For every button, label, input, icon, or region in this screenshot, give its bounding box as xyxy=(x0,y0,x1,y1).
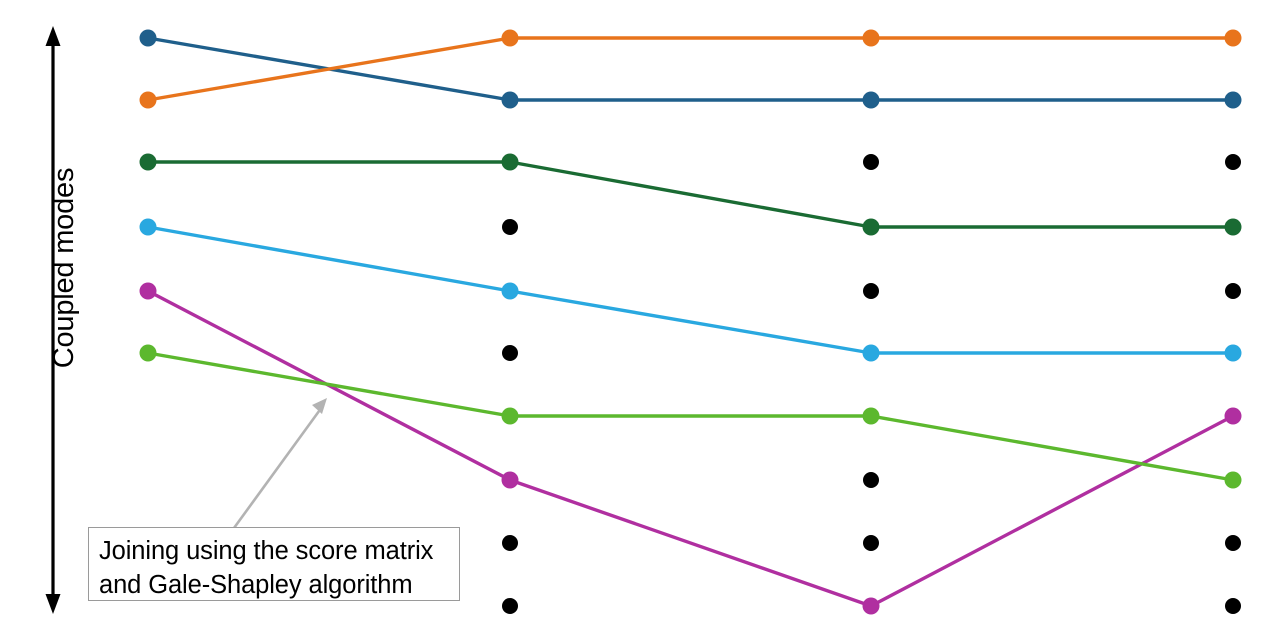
series-point-dark-blue xyxy=(501,91,519,109)
unmatched-mode-point xyxy=(1225,598,1241,614)
unmatched-mode-point xyxy=(502,535,518,551)
series-point-dark-green xyxy=(139,153,157,171)
series-line-light-blue xyxy=(146,225,1235,355)
series-point-light-green xyxy=(1224,471,1242,489)
unmatched-mode-point xyxy=(863,535,879,551)
series-point-magenta xyxy=(139,282,157,300)
series-point-light-green xyxy=(862,407,880,425)
annotation-textbox: Joining using the score matrix and Gale-… xyxy=(88,527,460,601)
unmatched-mode-point xyxy=(1225,154,1241,170)
series-point-dark-green xyxy=(501,153,519,171)
unmatched-mode-point xyxy=(863,283,879,299)
unmatched-mode-point xyxy=(863,472,879,488)
series-point-dark-blue xyxy=(862,91,880,109)
series-point-light-blue xyxy=(139,218,157,236)
y-axis-label: Coupled modes xyxy=(48,167,80,369)
series-point-dark-green xyxy=(1224,218,1242,236)
series-point-magenta xyxy=(1224,407,1242,425)
series-line-dark-blue xyxy=(146,36,1235,102)
unmatched-mode-point xyxy=(1225,283,1241,299)
series-point-light-green xyxy=(501,407,519,425)
series-point-orange xyxy=(1224,29,1242,47)
series-point-light-blue xyxy=(1224,344,1242,362)
unmatched-mode-point xyxy=(502,345,518,361)
series-line-light-green xyxy=(146,351,1235,482)
series-layer xyxy=(139,29,1242,615)
unmatched-mode-point xyxy=(502,598,518,614)
series-point-light-blue xyxy=(862,344,880,362)
series-point-orange xyxy=(862,29,880,47)
unmatched-mode-point xyxy=(502,219,518,235)
y-axis-arrow xyxy=(45,26,61,614)
series-point-dark-blue xyxy=(1224,91,1242,109)
series-line-orange xyxy=(146,36,1235,102)
series-point-magenta xyxy=(862,597,880,615)
series-point-orange xyxy=(501,29,519,47)
unmatched-mode-point xyxy=(863,154,879,170)
annotation-line-1: Joining using the score matrix xyxy=(99,537,434,565)
series-point-dark-green xyxy=(862,218,880,236)
series-point-magenta xyxy=(501,471,519,489)
series-point-light-blue xyxy=(501,282,519,300)
series-point-dark-blue xyxy=(139,29,157,47)
series-point-light-green xyxy=(139,344,157,362)
annotation-line-2: and Gale-Shapley algorithm xyxy=(99,571,413,599)
unmatched-mode-point xyxy=(1225,535,1241,551)
series-line-dark-green xyxy=(146,160,1235,229)
series-point-orange xyxy=(139,91,157,109)
